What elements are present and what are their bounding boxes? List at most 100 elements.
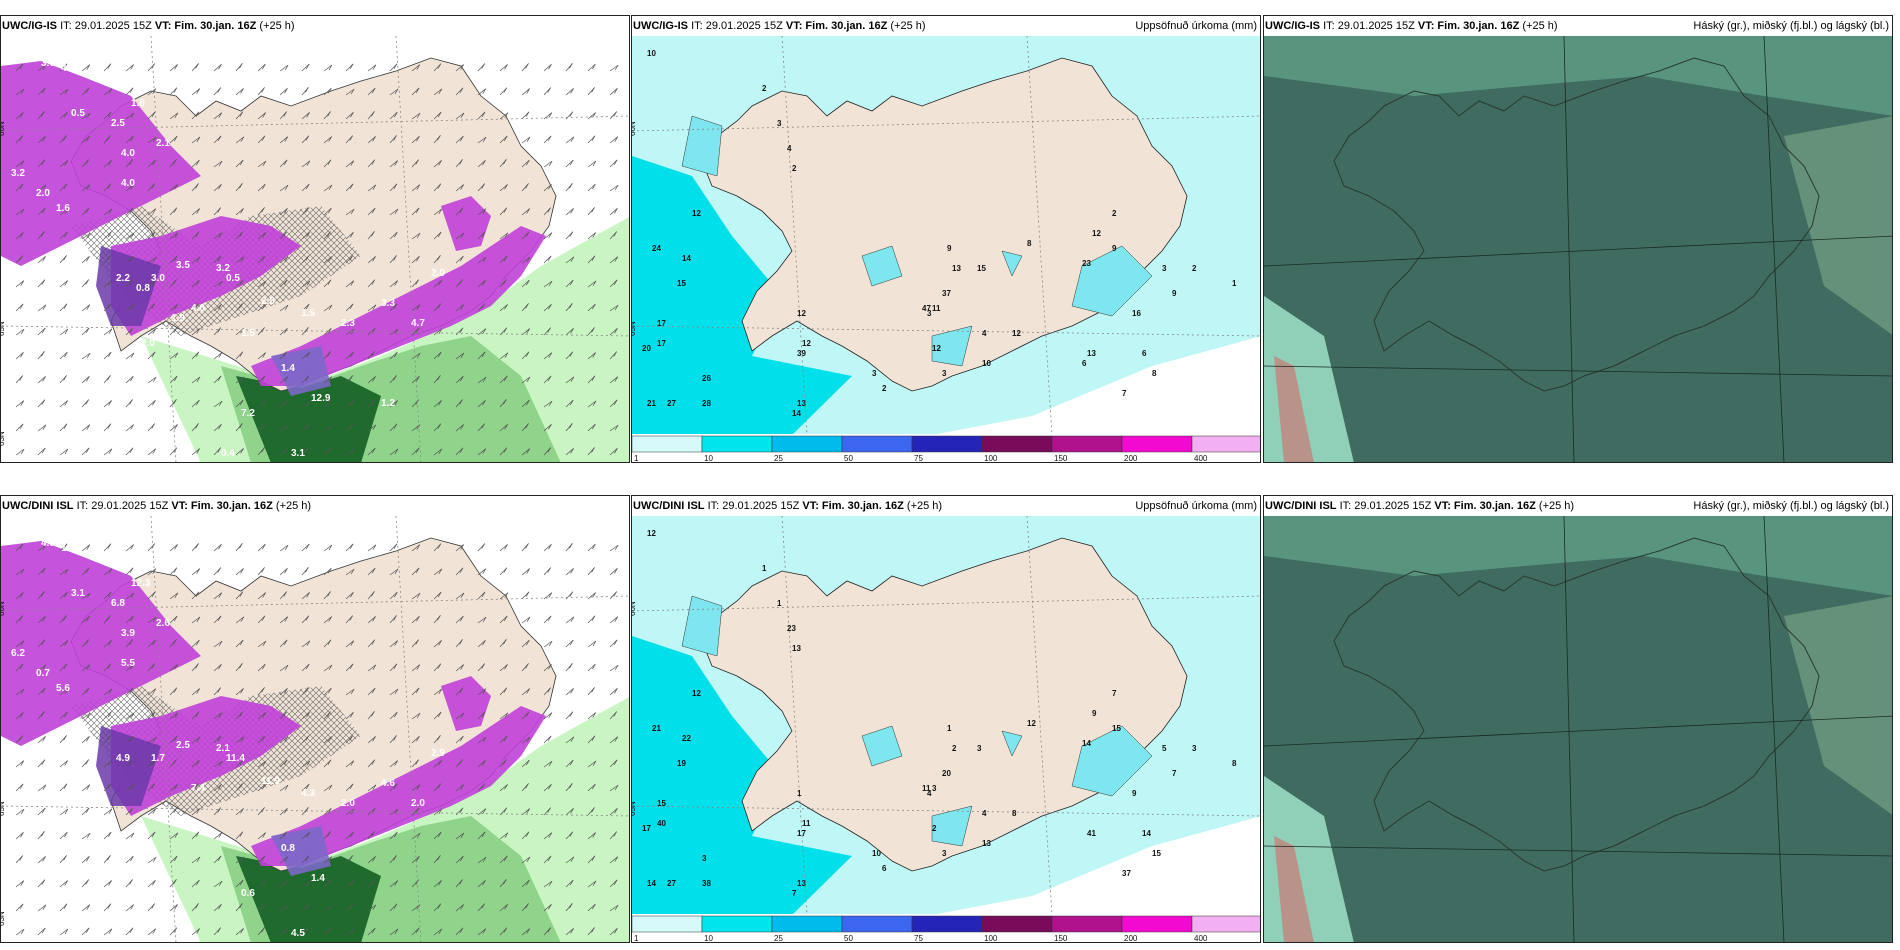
wind-barb xyxy=(235,376,245,384)
wind-barb xyxy=(37,327,46,336)
wind-barb-flag xyxy=(64,328,69,335)
wind-barb-flag xyxy=(42,736,46,742)
wind-barb-flag xyxy=(107,735,111,741)
wind-barb xyxy=(147,160,156,168)
wind-barb-flag xyxy=(262,760,267,767)
wind-barb-flag xyxy=(591,375,596,381)
wind-barb xyxy=(235,879,244,888)
wind-barb-flag xyxy=(305,663,310,670)
precip-value-label: 47 xyxy=(922,304,931,313)
wind-value-label: 3.6 xyxy=(41,58,55,69)
wind-barb-flag xyxy=(64,111,68,118)
wind-barb xyxy=(37,687,46,696)
wind-barb-flag xyxy=(482,136,487,143)
wind-barb xyxy=(389,160,398,168)
wind-barb-flag xyxy=(482,328,487,334)
wind-barb-flag xyxy=(482,568,487,574)
wind-barb xyxy=(15,112,24,120)
wind-barb xyxy=(213,400,223,408)
wind-barb xyxy=(147,640,156,648)
wind-barb-flag xyxy=(592,160,597,167)
wind-barb xyxy=(103,328,113,336)
wind-barb-flag xyxy=(614,856,619,862)
colorbar-canvas: 1 10 25 50 75 100 150 200 400 xyxy=(632,435,1260,462)
wind-barb-flag xyxy=(86,544,91,550)
wind-barb-flag xyxy=(173,735,178,742)
wind-barb xyxy=(543,855,552,864)
wind-barb-flag xyxy=(283,111,287,117)
wind-barb-flag xyxy=(460,904,464,910)
wind-barb-flag xyxy=(283,759,288,766)
wind-barb xyxy=(389,903,398,912)
wind-barb xyxy=(125,135,134,144)
wind-barb-flag xyxy=(108,400,112,406)
valid-time: VT: Fim. 30.jan. 16Z xyxy=(1434,500,1536,512)
lat-label: 65N xyxy=(1,321,6,336)
wind-barb-flag xyxy=(482,640,486,646)
wind-barb-flag xyxy=(393,255,397,261)
graticule-line xyxy=(1264,235,1892,267)
wind-barb-flag xyxy=(437,783,442,789)
wind-barb-flag xyxy=(240,448,244,454)
precip-value-label: 8 xyxy=(1027,239,1032,248)
wind-barb-flag xyxy=(591,735,596,741)
wind-barb-flag xyxy=(152,808,157,814)
wind-barb xyxy=(521,639,530,648)
wind-barb-flag xyxy=(481,543,485,549)
wind-barb xyxy=(37,447,46,456)
wind-barb-flag xyxy=(350,280,355,286)
wind-barb xyxy=(15,783,24,792)
wind-barb-flag xyxy=(569,591,574,597)
wind-barb-flag xyxy=(459,639,463,645)
wind-barb xyxy=(477,591,486,600)
wind-barb-flag xyxy=(173,879,177,885)
wind-barb-flag xyxy=(328,904,333,911)
wind-barb-flag xyxy=(482,160,486,166)
wind-barb xyxy=(169,664,178,672)
wind-barb xyxy=(15,543,24,552)
wind-barb-flag xyxy=(438,400,442,406)
wind-barb-flag xyxy=(218,64,222,70)
precip-value-label: 12 xyxy=(1027,719,1036,728)
wind-barb-flag xyxy=(592,232,596,238)
wind-barb-flag xyxy=(108,760,112,766)
wind-barb-flag xyxy=(372,736,376,742)
wind-barb-flag xyxy=(151,351,156,358)
precip-core xyxy=(271,826,331,876)
wind-barb xyxy=(191,159,200,168)
wind-barb-flag xyxy=(503,807,508,813)
wind-barb-flag xyxy=(195,231,200,237)
wind-barb-flag xyxy=(569,111,574,117)
wind-barb-flag xyxy=(569,399,574,406)
wind-barb-flag xyxy=(196,616,201,623)
wind-barb xyxy=(103,88,113,96)
wind-barb-flag xyxy=(570,568,574,574)
wind-barb-flag xyxy=(416,616,420,622)
wind-barb xyxy=(455,592,465,600)
precip-value-label: 2 xyxy=(882,384,887,393)
wind-barb xyxy=(323,639,332,648)
lat-label: 65N xyxy=(632,801,637,816)
wind-barb-flag xyxy=(152,640,156,646)
wind-value-label: 4.8 xyxy=(41,538,55,549)
wind-value-label: 6.8 xyxy=(111,598,125,609)
wind-barb-flag xyxy=(415,759,419,765)
wind-value-label: 0.5 xyxy=(226,273,240,284)
wind-barb-flag xyxy=(42,424,47,431)
wind-barb-flag xyxy=(41,327,46,334)
wind-barb-flag xyxy=(107,231,112,238)
wind-barb-flag xyxy=(85,87,90,94)
wind-barb xyxy=(609,736,618,744)
wind-barb-flag xyxy=(151,111,156,118)
valid-time: VT: Fim. 30.jan. 16Z xyxy=(154,20,257,32)
wind-barb-flag xyxy=(614,448,618,454)
wind-barb-flag xyxy=(217,927,221,933)
wind-barb xyxy=(587,640,597,648)
wind-barb-flag xyxy=(152,880,156,886)
precip-value-label: 11 xyxy=(802,819,811,828)
wind-barb-flag xyxy=(503,879,507,885)
wind-barb xyxy=(15,832,24,840)
graticule-line xyxy=(150,36,177,462)
wind-barb-flag xyxy=(437,543,442,549)
wind-value-label: 3.1 xyxy=(71,588,85,599)
